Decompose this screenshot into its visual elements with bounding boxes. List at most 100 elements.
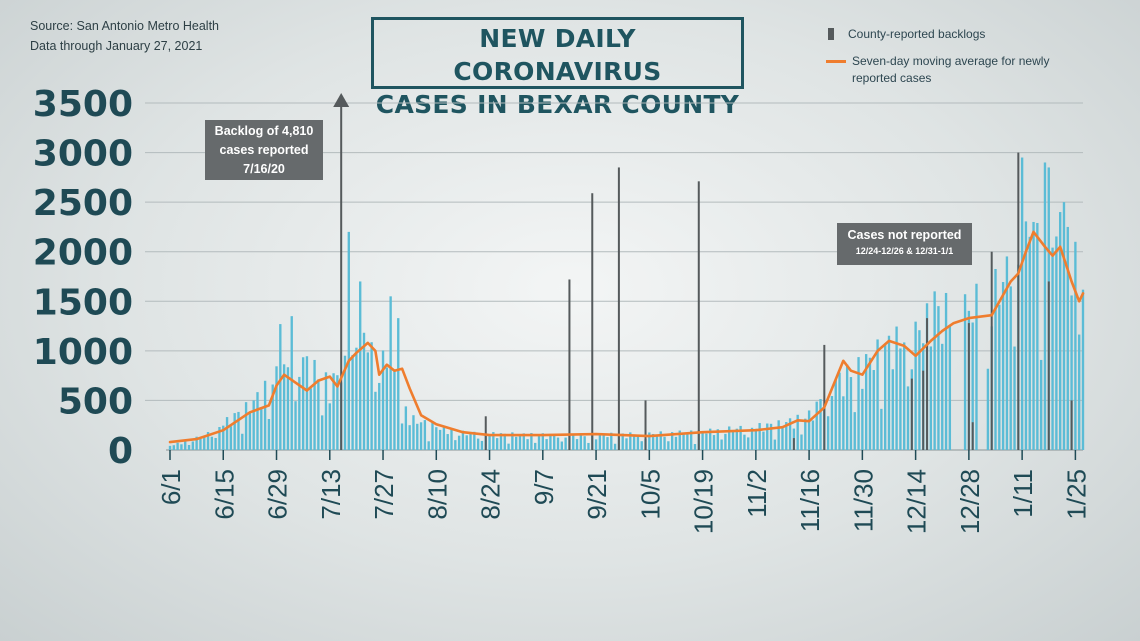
- daily-case-bar: [880, 408, 883, 450]
- daily-case-bar: [545, 439, 548, 450]
- daily-case-bar: [233, 413, 236, 450]
- daily-case-bar: [176, 442, 179, 450]
- daily-case-bar: [225, 417, 229, 450]
- daily-case-bar: [362, 332, 366, 450]
- daily-case-bar: [819, 399, 822, 450]
- backlog-bar: [823, 344, 826, 450]
- daily-case-bar: [602, 434, 605, 450]
- daily-case-bar: [1009, 286, 1012, 450]
- backlog-bar: [1017, 152, 1020, 451]
- x-tick-label: 11/2: [742, 469, 772, 518]
- x-tick-label: 11/30: [848, 469, 878, 532]
- daily-case-bar: [218, 427, 221, 450]
- daily-case-bar: [222, 425, 225, 450]
- daily-case-bar: [709, 428, 712, 450]
- daily-case-bar: [975, 283, 978, 450]
- daily-case-bar: [750, 427, 754, 450]
- y-tick-label: 2000: [33, 233, 133, 274]
- daily-case-bar: [465, 435, 468, 450]
- daily-case-bar: [613, 443, 617, 450]
- daily-case-bar: [359, 281, 362, 450]
- daily-case-bar: [511, 432, 514, 450]
- daily-case-bar: [747, 437, 750, 450]
- daily-case-bar: [461, 430, 465, 450]
- backlog-bar: [926, 318, 929, 450]
- x-tick-label: 12/28: [955, 469, 985, 534]
- daily-case-bar: [1051, 247, 1054, 450]
- backlog-bar: [971, 422, 974, 450]
- daily-case-bar: [260, 408, 263, 450]
- daily-case-bar: [184, 440, 187, 450]
- daily-case-bar: [891, 369, 894, 450]
- daily-case-bar: [275, 366, 278, 450]
- daily-case-bar: [168, 445, 172, 450]
- daily-case-bar: [621, 433, 624, 450]
- daily-case-bar: [1062, 202, 1066, 450]
- daily-case-bar: [948, 324, 952, 450]
- daily-case-bar: [781, 427, 784, 450]
- daily-case-bar: [495, 438, 499, 450]
- daily-case-bar: [427, 441, 430, 450]
- daily-case-bar: [857, 357, 860, 450]
- daily-case-bar: [454, 440, 457, 450]
- daily-case-bar: [526, 439, 529, 450]
- daily-case-bar: [686, 432, 689, 450]
- not-reported-callout: Cases not reported 12/24-12/26 & 12/31-1…: [837, 223, 972, 265]
- daily-case-bar: [914, 321, 917, 450]
- x-tick-label: 1/25: [1061, 469, 1091, 520]
- daily-case-bar: [320, 415, 324, 450]
- daily-case-bar: [378, 382, 381, 450]
- daily-case-bar: [731, 431, 735, 450]
- daily-case-bar: [575, 439, 579, 450]
- x-tick-label: 12/14: [902, 469, 932, 534]
- daily-case-bar: [906, 386, 910, 450]
- daily-case-bar: [598, 433, 602, 450]
- backlog-callout: Backlog of 4,810 cases reported 7/16/20: [205, 120, 323, 180]
- x-tick-label: 6/29: [263, 469, 293, 520]
- y-tick-label: 3000: [33, 134, 133, 175]
- daily-case-bar: [788, 418, 792, 450]
- daily-case-bar: [560, 441, 564, 450]
- daily-case-bar: [762, 431, 765, 450]
- daily-case-bar: [499, 433, 503, 450]
- daily-case-bar: [739, 425, 742, 450]
- title-line-2: CASES IN BEXAR COUNTY: [375, 90, 740, 119]
- daily-case-bar: [241, 433, 244, 450]
- daily-case-bar: [446, 434, 449, 450]
- not-reported-line-1: Cases not reported: [847, 228, 962, 242]
- daily-case-bar: [298, 376, 301, 450]
- daily-case-bar: [632, 435, 636, 450]
- daily-case-bar: [716, 429, 719, 450]
- daily-case-bar: [705, 433, 708, 450]
- daily-case-bar: [210, 436, 214, 450]
- daily-case-bar: [1036, 222, 1039, 450]
- y-tick-label: 0: [108, 431, 133, 472]
- daily-case-bar: [393, 371, 396, 450]
- y-tick-label: 1500: [33, 282, 133, 323]
- daily-case-bar: [522, 433, 525, 450]
- daily-case-bar: [777, 420, 780, 450]
- backlog-callout-line-1: Backlog of 4,810: [214, 124, 314, 138]
- title-line-1: NEW DAILY CORONAVIRUS: [453, 24, 662, 86]
- daily-case-bar: [929, 346, 933, 450]
- daily-case-bar: [503, 433, 506, 450]
- daily-case-bar: [252, 400, 255, 450]
- daily-case-bar: [203, 436, 206, 450]
- daily-case-bar: [807, 410, 811, 450]
- legend-item-backlogs: County-reported backlogs: [826, 26, 1086, 43]
- daily-case-bar: [423, 420, 427, 450]
- daily-case-bar: [282, 364, 286, 450]
- daily-case-bar: [773, 439, 777, 450]
- daily-case-bar: [636, 434, 640, 450]
- daily-case-bar: [1066, 226, 1069, 450]
- daily-case-bar: [309, 388, 312, 450]
- daily-case-bar: [648, 432, 651, 450]
- daily-case-bar: [431, 422, 434, 450]
- daily-case-bar: [537, 436, 541, 450]
- x-tick-label: 9/21: [582, 469, 612, 520]
- daily-case-bar: [743, 434, 746, 450]
- daily-case-bar: [556, 437, 560, 450]
- daily-case-bar: [370, 342, 373, 450]
- x-tick-label: 10/19: [689, 469, 719, 534]
